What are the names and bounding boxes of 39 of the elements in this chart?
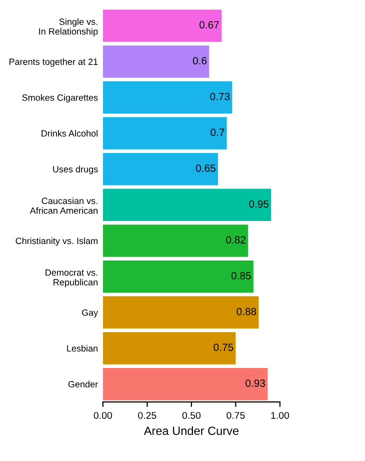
bar [102,45,210,78]
data-label: 0.6 [192,57,207,64]
data-label: 0.75 [214,344,234,352]
y-tick-label: Uses drugs [53,166,98,174]
data-label: 0.88 [236,308,256,316]
y-tick-label: Parents together at 21 [9,58,98,67]
y-tick-label: Gay [82,309,98,318]
data-label: 0.65 [196,164,216,172]
bar [102,152,218,186]
y-tick-label: Smokes Cigarettes [22,94,98,103]
bar [102,368,268,400]
y-tick-label: Single vs. In Relationship [39,18,98,36]
bar [102,81,232,114]
bar [102,188,272,222]
data-label: 0.73 [210,92,230,100]
x-tick-label: 1.00 [271,412,290,419]
data-label: 0.7 [210,128,224,136]
y-tick-label: Drinks Alcohol [42,130,98,137]
bar [102,10,222,42]
data-label: 0.67 [200,21,219,29]
y-tick-label: Democrat vs. Republican [46,269,98,288]
y-tick-label: Christianity vs. Islam [16,237,98,246]
x-axis-title: Area Under Curve [144,426,238,436]
x-tick-label: 0.50 [182,412,201,419]
bar [102,117,227,150]
y-tick-label: Gender [68,380,98,388]
bar [102,332,236,364]
x-tick-label: 0.75 [226,412,245,419]
bar [102,224,248,257]
data-label: 0.85 [231,272,251,280]
bar [102,296,259,329]
bar [102,260,254,293]
data-label: 0.82 [226,236,246,244]
data-label: 0.93 [246,379,265,387]
x-tick-label: 0.00 [94,412,112,419]
y-tick-label: Caucasian vs. African American [30,197,98,214]
y-tick-label: Lesbian [67,344,98,352]
x-tick-label: 0.25 [138,412,156,419]
data-label: 0.95 [249,200,269,208]
